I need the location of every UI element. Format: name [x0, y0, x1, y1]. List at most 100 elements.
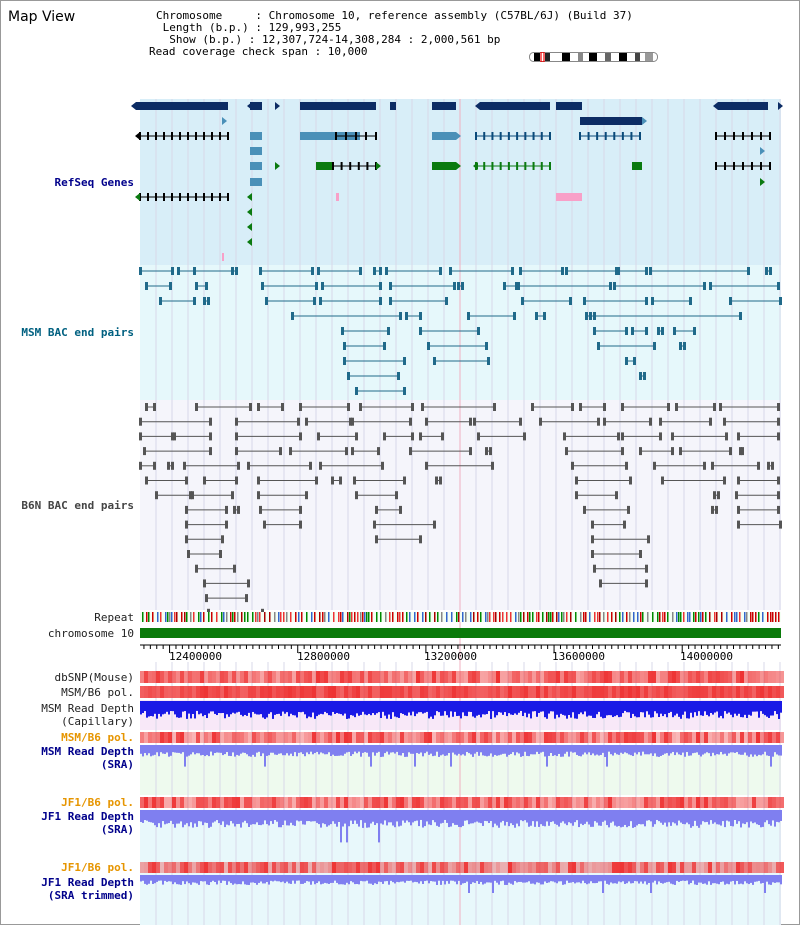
jf1-depth-trim-bar: [208, 875, 210, 885]
jf1-depth-sra-bar: [680, 810, 682, 823]
dbsnp-heat-cell: [384, 671, 388, 683]
jf1-depth-sra-bar: [572, 810, 574, 826]
msm-b6-pol2-heat-cell: [164, 732, 168, 743]
dbsnp-heat-cell: [564, 671, 568, 683]
jf1-depth-trim-bar: [402, 875, 404, 882]
dbsnp-heat-cell: [708, 671, 712, 683]
jf1-depth-trim-bar: [728, 875, 730, 885]
msm-depth-sra-bar: [336, 745, 338, 756]
arrow-left-icon: [247, 223, 252, 231]
jf1-depth-trim-bar: [562, 875, 564, 885]
msm-depth-sra-bar: [656, 745, 658, 757]
msm-b6-pol-heat-cell: [500, 686, 504, 698]
msm-b6-pol2-heat-cell: [180, 732, 184, 743]
msm-depth-cap-bar: [340, 701, 342, 715]
jf1-depth-trim-bar: [682, 875, 684, 881]
msm-depth-cap-bar: [720, 701, 722, 716]
chromosome-info: Chromosome : Chromosome 10, reference as…: [149, 10, 633, 58]
jf1-depth-sra-bar: [146, 810, 148, 821]
jf1-depth-trim-bar: [268, 875, 270, 885]
msm-depth-sra-bar: [328, 745, 330, 753]
jf1-depth-sra-bar: [202, 810, 204, 826]
jf1-depth-trim-bar: [546, 875, 548, 883]
msm-depth-sra-bar: [706, 745, 708, 753]
msm-depth-sra-bar: [244, 745, 246, 753]
jf1-b6-pol2-heat-cell: [612, 862, 616, 873]
jf1-depth-trim-bar: [730, 875, 732, 882]
jf1-depth-trim-bar: [354, 875, 356, 885]
chromosome-ideogram[interactable]: [529, 52, 658, 62]
repeat-mark: [414, 612, 416, 622]
msm-depth-cap-bar: [368, 701, 370, 714]
jf1-depth-sra-bar: [718, 810, 720, 825]
msm-depth-sra-bar: [520, 745, 522, 757]
msm-b6-pol-heat-cell: [548, 686, 552, 698]
repeat-mark: [376, 612, 378, 622]
msm-bac-pair-end: [145, 282, 148, 290]
jf1-depth-trim-bar: [220, 875, 222, 883]
msm-bac-pair-end: [207, 297, 210, 305]
msm-b6-pol-heat-cell: [720, 686, 724, 698]
jf1-depth-trim-bar: [162, 875, 164, 885]
gene-refseq-exon: [751, 162, 753, 170]
msm-depth-sra-bar: [344, 745, 346, 754]
jf1-depth-sra-bar: [494, 810, 496, 824]
msm-depth-sra-bar: [760, 745, 762, 756]
repeat-mark: [152, 612, 154, 622]
repeat-mark: [619, 612, 621, 622]
msm-depth-cap-bar: [476, 701, 478, 716]
msm-depth-cap-bar: [604, 701, 606, 718]
msm-depth-cap-bar: [618, 701, 620, 718]
msm-depth-sra-bar: [754, 745, 756, 755]
repeat-mark: [538, 612, 540, 622]
msm-depth-sra-bar: [532, 745, 534, 755]
jf1-depth-trim-bar: [154, 875, 156, 884]
msm-b6-pol2-heat-cell: [228, 732, 232, 743]
jf1-depth-trim-bar: [242, 875, 244, 882]
jf1-b6-pol-heat-cell: [588, 797, 592, 808]
repeat-mark: [678, 612, 680, 622]
jf1-b6-pol-heat-cell: [220, 797, 224, 808]
msm-depth-cap-bar: [394, 701, 396, 717]
msm-depth-sra-bar: [674, 745, 676, 756]
b6n-bac-pair-end: [421, 403, 424, 411]
repeat-mark: [360, 612, 362, 622]
gene-refseq-exon: [499, 132, 502, 140]
jf1-b6-pol-heat-cell: [156, 797, 160, 808]
msm-depth-cap-bar: [662, 701, 664, 717]
b6n-bac-pair-end: [571, 461, 574, 470]
jf1-depth-trim-bar: [406, 875, 408, 881]
msm-depth-cap-bar: [262, 701, 264, 718]
msm-b6-pol2-heat-cell: [380, 732, 384, 743]
msm-depth-sra-bar: [258, 745, 260, 752]
jf1-depth-trim-bar: [662, 875, 664, 884]
msm-depth-sra-bar: [242, 745, 244, 753]
jf1-b6-pol2-heat-cell: [768, 862, 772, 873]
gene-refseq-exon: [332, 162, 334, 170]
msm-depth-cap-bar: [726, 701, 728, 714]
msm-b6-pol2-heat-cell: [468, 732, 472, 743]
jf1-depth-trim-bar: [180, 875, 182, 885]
msm-depth-cap-bar: [590, 701, 592, 716]
msm-depth-sra-bar: [528, 745, 530, 757]
jf1-depth-trim-bar: [380, 875, 382, 882]
msm-depth-cap-bar: [444, 701, 446, 712]
dbsnp-heat-cell: [596, 671, 600, 683]
dbsnp-heat-cell: [260, 671, 264, 683]
jf1-depth-sra-bar: [416, 810, 418, 821]
jf1-depth-sra-bar: [224, 810, 226, 828]
jf1-depth-sra-bar: [334, 810, 336, 824]
jf1-b6-pol2-heat-cell: [288, 862, 292, 873]
jf1-b6-pol2-heat-cell: [536, 862, 540, 873]
msm-depth-cap-bar: [722, 701, 724, 719]
msm-depth-cap-bar: [664, 701, 666, 715]
repeat-mark: [676, 612, 678, 622]
jf1-depth-trim-bar: [458, 875, 460, 881]
b6n-bac-pair-end: [183, 461, 186, 470]
msm-b6-pol-heat-cell: [268, 686, 272, 698]
msm-depth-cap-bar: [352, 701, 354, 716]
jf1-depth-sra-bar: [564, 810, 566, 824]
msm-depth-sra-bar: [412, 745, 414, 754]
jf1-b6-pol2-heat-cell: [428, 862, 432, 873]
